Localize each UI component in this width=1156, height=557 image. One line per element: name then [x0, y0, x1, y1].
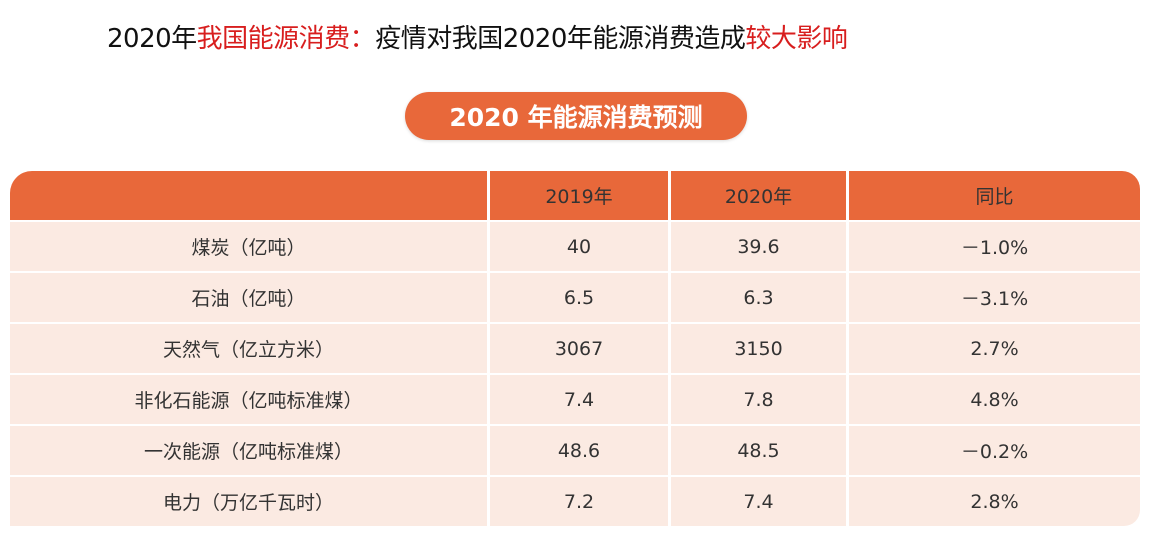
- header-cell: [10, 171, 487, 220]
- table-title-badge: 2020 年能源消费预测: [405, 92, 747, 140]
- table-row: 石油（亿吨） 6.5 6.3 －3.1%: [10, 273, 1140, 322]
- title-part-3: 疫情对我国2020年能源消费造成: [375, 24, 746, 54]
- table-row: 电力（万亿千瓦时） 7.2 7.4 2.8%: [10, 477, 1140, 526]
- value-2019: 6.5: [490, 273, 668, 322]
- value-yoy: 2.7%: [849, 324, 1140, 373]
- table-row: 一次能源（亿吨标准煤） 48.6 48.5 －0.2%: [10, 426, 1140, 475]
- row-label: 非化石能源（亿吨标准煤）: [10, 375, 487, 424]
- row-label: 电力（万亿千瓦时）: [10, 477, 487, 526]
- header-cell-2019: 2019年: [490, 171, 668, 220]
- row-label: 煤炭（亿吨）: [10, 222, 487, 271]
- value-yoy: 4.8%: [849, 375, 1140, 424]
- table-row: 非化石能源（亿吨标准煤） 7.4 7.8 4.8%: [10, 375, 1140, 424]
- slide-title: 2020年我国能源消费：疫情对我国2020年能源消费造成较大影响: [107, 18, 848, 55]
- value-yoy: －0.2%: [849, 426, 1140, 475]
- row-label: 石油（亿吨）: [10, 273, 487, 322]
- value-yoy: 2.8%: [849, 477, 1140, 526]
- value-2020: 7.8: [671, 375, 846, 424]
- title-part-1: 2020年: [107, 24, 197, 54]
- value-yoy: －1.0%: [849, 222, 1140, 271]
- table-header-row: 2019年 2020年 同比: [10, 171, 1140, 220]
- value-2019: 7.4: [490, 375, 668, 424]
- value-2019: 48.6: [490, 426, 668, 475]
- header-cell-2020: 2020年: [671, 171, 846, 220]
- row-label: 一次能源（亿吨标准煤）: [10, 426, 487, 475]
- value-2020: 3150: [671, 324, 846, 373]
- value-2019: 3067: [490, 324, 668, 373]
- value-2019: 40: [490, 222, 668, 271]
- title-part-2: 我国能源消费：: [196, 24, 376, 54]
- table-row: 煤炭（亿吨） 40 39.6 －1.0%: [10, 222, 1140, 271]
- row-label: 天然气（亿立方米）: [10, 324, 487, 373]
- value-2020: 48.5: [671, 426, 846, 475]
- header-cell-yoy: 同比: [849, 171, 1140, 220]
- title-part-4: 较大影响: [745, 24, 848, 54]
- table-row: 天然气（亿立方米） 3067 3150 2.7%: [10, 324, 1140, 373]
- value-2020: 7.4: [671, 477, 846, 526]
- value-2019: 7.2: [490, 477, 668, 526]
- value-2020: 39.6: [671, 222, 846, 271]
- value-2020: 6.3: [671, 273, 846, 322]
- value-yoy: －3.1%: [849, 273, 1140, 322]
